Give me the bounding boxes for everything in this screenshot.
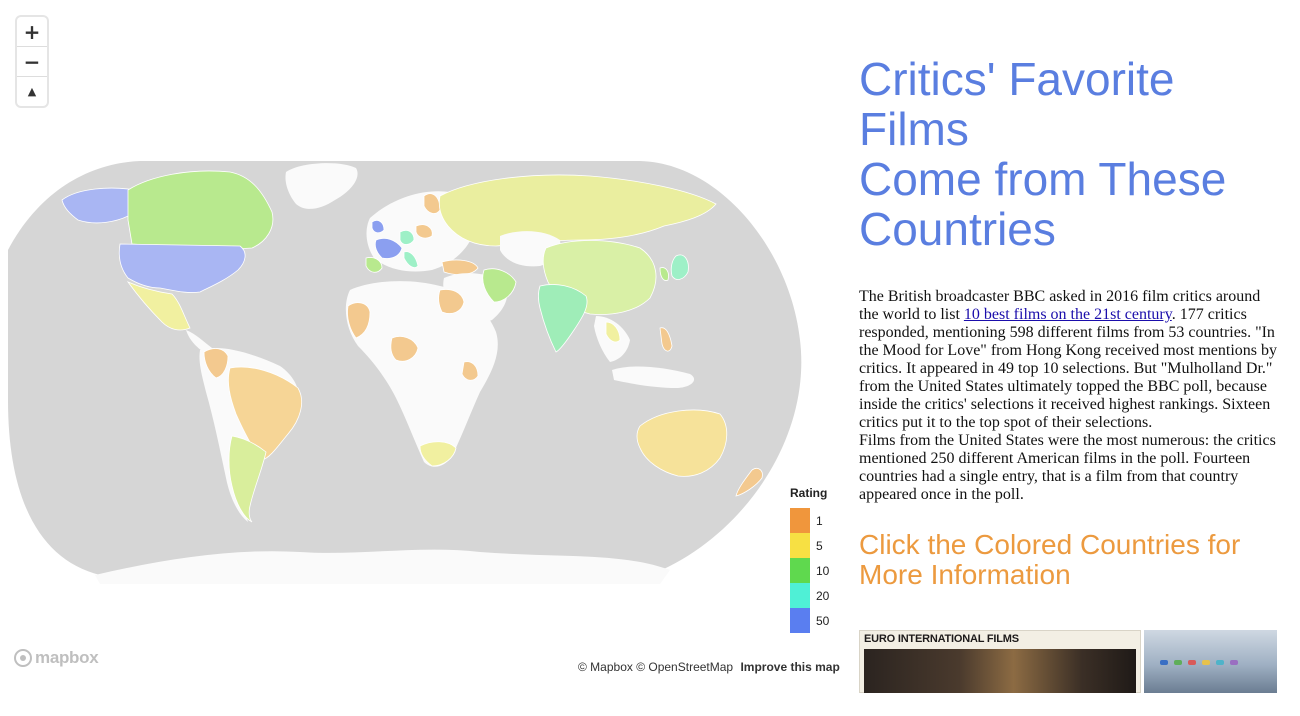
zoom-out-button[interactable]: − (17, 47, 47, 77)
mapbox-logo-icon (14, 649, 32, 667)
title-line-2: Come from These Countries (859, 153, 1227, 255)
mapbox-logo[interactable]: mapbox (14, 648, 99, 668)
country-germany[interactable] (399, 230, 415, 245)
country-canada[interactable] (127, 170, 274, 251)
country-south-africa[interactable] (419, 441, 457, 467)
antarctica (95, 549, 670, 584)
compass-icon: ▲ (27, 85, 37, 98)
legend-item: 50 (790, 608, 829, 633)
country-korea[interactable] (659, 267, 669, 281)
zoom-in-button[interactable]: + (17, 17, 47, 47)
country-thailand[interactable] (605, 321, 621, 343)
legend-swatch (790, 608, 810, 633)
country-japan[interactable] (670, 254, 689, 280)
legend-item: 20 (790, 583, 829, 608)
africa (345, 281, 498, 467)
map-canvas[interactable] (0, 0, 850, 716)
country-philippines[interactable] (659, 327, 673, 352)
paragraph-1: The British broadcaster BBC asked in 201… (859, 288, 1279, 432)
legend-swatch (790, 583, 810, 608)
legend-label: 20 (816, 588, 830, 603)
country-italy[interactable] (403, 251, 419, 268)
legend-item: 5 (790, 533, 829, 558)
country-brazil[interactable] (228, 366, 302, 461)
country-russia[interactable] (438, 174, 717, 247)
still-image (1160, 660, 1238, 665)
attribution-text[interactable]: © Mapbox © OpenStreetMap (578, 660, 734, 674)
country-argentina[interactable] (228, 435, 267, 523)
legend-label: 50 (816, 613, 830, 628)
bbc-poll-link[interactable]: 10 best films on the 21st century (963, 306, 1172, 323)
click-countries-heading: Click the Colored Countries for More Inf… (859, 529, 1241, 590)
paragraph-1-start: The British broadcaster BBC asked in 201… (859, 288, 1261, 323)
map-attribution: © Mapbox © OpenStreetMap Improve this ma… (578, 660, 840, 674)
film-still-thumbnail[interactable] (1144, 630, 1277, 693)
world-map[interactable]: + − ▲ Rating 1 5 10 20 50 mapbox © Mapbox © … (0, 0, 850, 716)
story-text: The British broadcaster BBC asked in 201… (859, 288, 1279, 504)
country-iran[interactable] (482, 268, 517, 303)
indonesia (612, 366, 695, 388)
country-poland[interactable] (415, 224, 433, 239)
mapbox-logo-text: mapbox (35, 648, 99, 667)
legend-label: 10 (816, 563, 830, 578)
country-kenya[interactable] (461, 361, 479, 381)
country-india[interactable] (538, 284, 588, 353)
map-legend: Rating 1 5 10 20 50 (790, 486, 829, 633)
country-new-zealand[interactable] (735, 468, 763, 497)
country-mali[interactable] (347, 302, 371, 339)
story-panel: Critics' Favorite Films Come from These … (859, 54, 1279, 590)
compass-button[interactable]: ▲ (17, 77, 47, 106)
country-uk[interactable] (371, 220, 385, 234)
poster-image (864, 649, 1136, 693)
film-poster-thumbnail[interactable]: EURO INTERNATIONAL FILMS (859, 630, 1141, 693)
legend-label: 5 (816, 538, 823, 553)
legend-swatch (790, 533, 810, 558)
paragraph-1-end: . 177 critics responded, mentioning 598 … (859, 306, 1278, 431)
legend-title: Rating (790, 486, 828, 500)
country-spain[interactable] (365, 257, 383, 273)
poster-title: EURO INTERNATIONAL FILMS (864, 633, 1019, 645)
film-thumbnails: EURO INTERNATIONAL FILMS (859, 630, 1277, 693)
legend-item: 1 (790, 508, 829, 533)
country-australia[interactable] (636, 409, 728, 477)
map-controls: + − ▲ (17, 17, 47, 106)
greenland (285, 163, 358, 209)
country-colombia[interactable] (203, 348, 229, 379)
country-usa[interactable] (118, 243, 246, 293)
title-line-1: Critics' Favorite Films (859, 53, 1175, 155)
country-alaska[interactable] (61, 187, 137, 224)
country-egypt[interactable] (438, 289, 465, 314)
country-mexico[interactable] (126, 281, 191, 331)
country-france[interactable] (374, 238, 403, 259)
central-america (186, 330, 212, 354)
page-title: Critics' Favorite Films Come from These … (859, 54, 1279, 254)
legend-rows: 1 5 10 20 50 (790, 508, 829, 633)
legend-swatch (790, 558, 810, 583)
country-turkey[interactable] (441, 259, 479, 276)
country-nigeria[interactable] (390, 336, 419, 362)
legend-item: 10 (790, 558, 829, 583)
paragraph-2: Films from the United States were the mo… (859, 432, 1276, 503)
legend-swatch (790, 508, 810, 533)
legend-label: 1 (816, 513, 823, 528)
improve-map-link[interactable]: Improve this map (740, 660, 840, 674)
